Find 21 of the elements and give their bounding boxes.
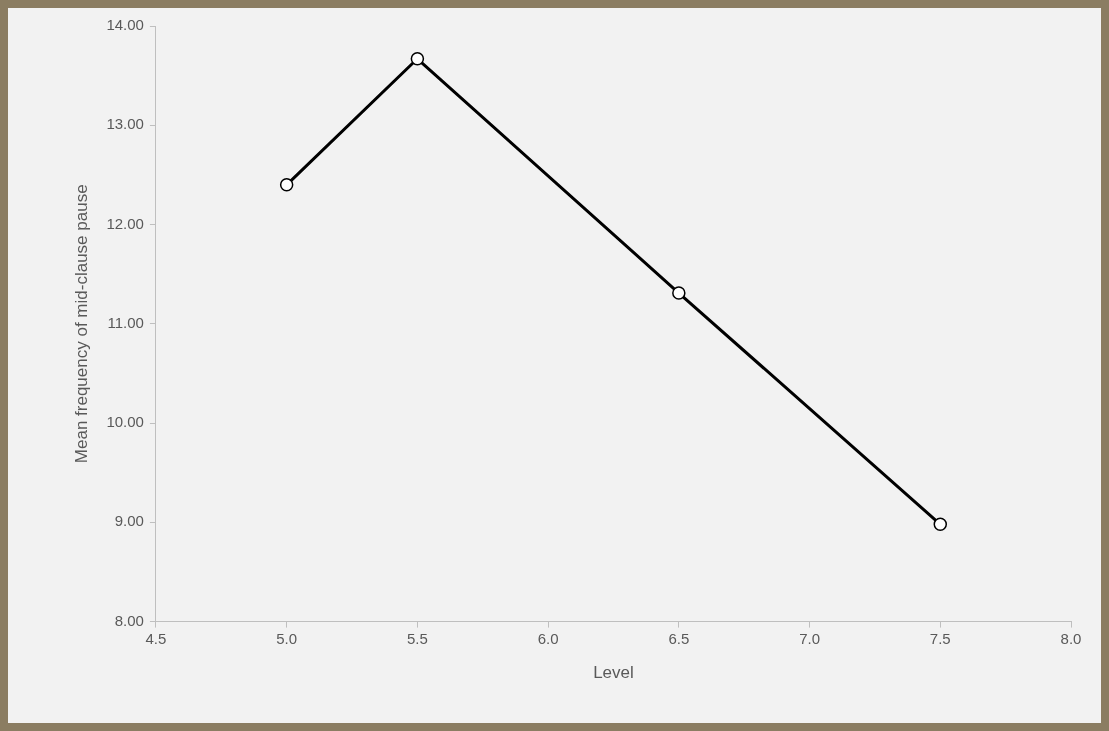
- y-tick-label: 11.00: [107, 313, 144, 331]
- x-tick-label: 7.0: [799, 629, 820, 647]
- x-tick-label: 5.5: [406, 629, 428, 647]
- point: [672, 286, 686, 300]
- y-tick-label: 10.00: [106, 413, 144, 431]
- y-tick-label: 12.00: [106, 214, 144, 232]
- x-tick-label: 6.5: [668, 629, 690, 647]
- point: [279, 178, 294, 192]
- y-tick-label: 8.00: [114, 611, 144, 629]
- point: [933, 517, 948, 532]
- point: [410, 52, 425, 66]
- x-tick-label: 8.0: [1060, 629, 1082, 647]
- x-tick-label: 4.5: [145, 629, 167, 647]
- x-tick-label: 7.5: [929, 629, 951, 647]
- x-tick-label: 6.0: [537, 629, 559, 647]
- y-tick-label: 9.00: [114, 512, 144, 530]
- y-axis-title: Mean frequency of mid-clause pause: [71, 184, 91, 464]
- y-tick-label: 14.00: [106, 16, 144, 34]
- x-tick-label: 5.0: [276, 629, 298, 647]
- y-tick-label: 13.00: [106, 115, 144, 133]
- x-axis-title: Level: [593, 663, 634, 683]
